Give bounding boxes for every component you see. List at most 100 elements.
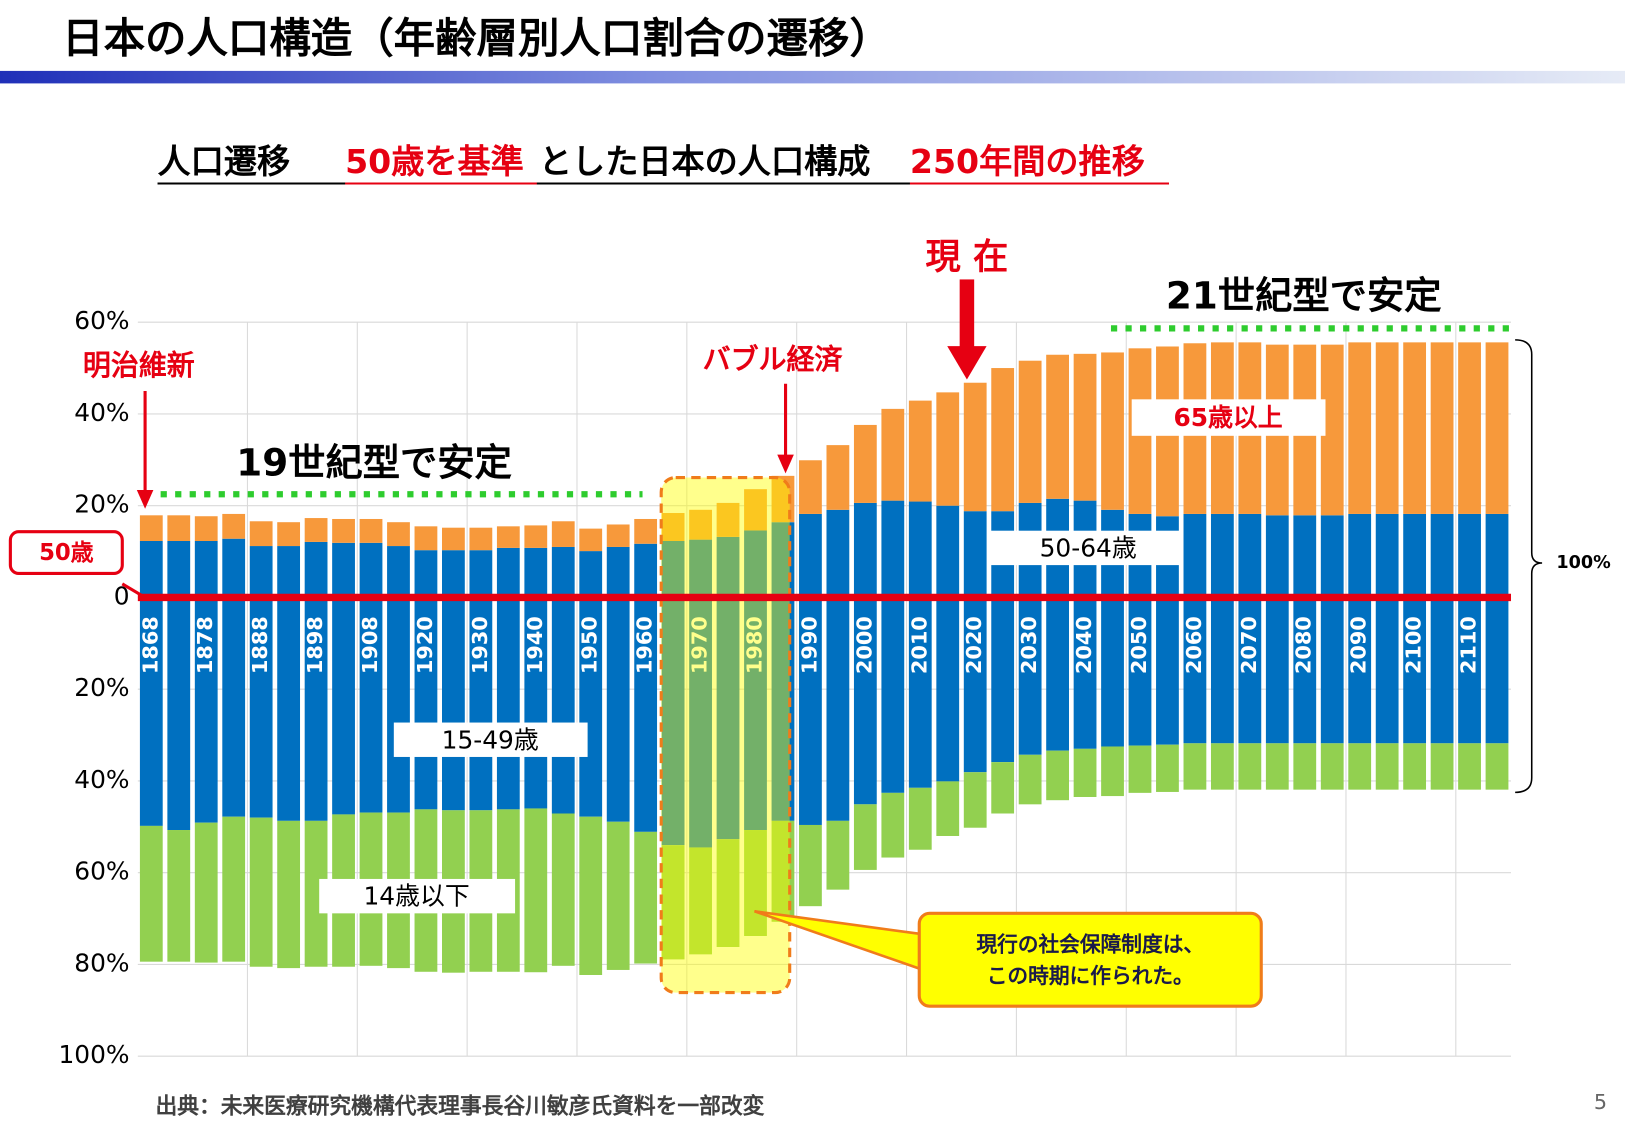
label-box [1131,399,1326,436]
bar [469,527,493,551]
bar [551,521,575,547]
arrow [959,279,975,349]
bar [661,541,685,598]
subtitle: 250年間の推移 [910,142,1145,181]
bar [469,550,493,598]
bar [799,824,822,907]
bar [853,424,877,503]
bar [442,527,465,551]
annotation: 50歳 [39,540,94,566]
bar [661,597,685,846]
subtitle: とした日本の人口構成 [539,142,871,181]
overlay: 19世紀型で安定 21世紀型で安定 明治維新 バブル経済 現 在 50歳 100… [8,237,1611,1008]
bar [606,821,630,970]
bar [524,547,548,598]
y-tick-label: 80% [74,948,129,977]
series-label: 15-49歳 [442,725,539,754]
bar [908,501,932,598]
bar [1485,743,1509,790]
bar [908,400,932,502]
x-tick-label: 2090 [1347,616,1371,674]
bar [1018,597,1042,755]
bar [1046,597,1069,751]
bar [634,831,658,964]
bar [194,516,218,542]
bar [167,597,191,831]
bar [442,597,465,811]
bar [414,550,438,598]
bar [661,513,685,542]
bar [991,368,1015,512]
bar [551,813,575,966]
bar [359,518,383,543]
bar [716,502,740,537]
bar [1430,597,1454,744]
bar [744,597,767,831]
bar [249,817,273,967]
x-tick-label: 1888 [248,616,272,674]
bar [963,772,987,828]
bar [799,460,822,514]
bar [826,445,850,510]
bar [689,597,712,848]
bar [908,597,932,788]
bar [716,536,740,598]
bar [1101,352,1124,510]
bar [689,539,712,598]
series-label: 65歳以上 [1173,403,1282,432]
bar [1485,342,1509,514]
bar [1046,750,1069,801]
bar [881,792,905,858]
label-box [989,530,1182,566]
bar [579,551,603,598]
bar [1375,597,1399,744]
bar [579,816,603,975]
bar [661,845,685,960]
x-tick-label: 2040 [1072,616,1096,674]
bar [332,518,355,543]
bar [1265,597,1289,744]
annotation: バブル経済 [703,343,844,376]
subtitle: 人口遷移 [158,142,291,181]
bar [496,597,520,810]
bar [1320,743,1344,790]
bar [1375,342,1399,514]
x-tick-label: 1920 [413,616,437,674]
callout-box [8,530,124,576]
bar [881,408,905,501]
bar [991,597,1015,763]
bar [744,530,767,598]
bar [194,822,218,963]
bar [634,597,658,832]
callout-text: この時期に作られた。 [987,964,1194,988]
bar [139,541,163,598]
bar [1073,353,1097,501]
bar [826,597,850,821]
bar [469,597,493,811]
bar [689,847,712,955]
bar [167,541,191,598]
x-tick-label: 1868 [138,616,162,674]
bar [1430,743,1454,790]
bar [853,804,877,870]
highlight [659,475,792,995]
bar [1458,342,1481,514]
bar [194,597,218,823]
annotation: 19世紀型で安定 [236,440,512,484]
bar [277,546,301,598]
bar [1458,743,1481,790]
bar [1018,754,1042,805]
bar [1238,743,1262,790]
bar [1348,513,1372,598]
bar [387,546,410,598]
x-tick-label: 1970 [688,616,712,674]
bar [222,513,246,539]
y-tick-label: 0 [114,581,130,610]
bar [249,597,273,818]
bar [1018,360,1042,503]
bar [1101,597,1124,747]
bar [1265,743,1289,790]
bar [1485,597,1509,744]
subtitle: 50歳を基準 [345,142,524,181]
bar [1320,515,1344,598]
